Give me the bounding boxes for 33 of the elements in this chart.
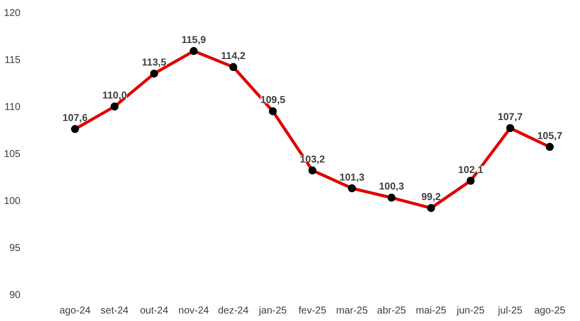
data-label: 110,0 — [102, 90, 128, 102]
x-tick-label: ago-25 — [534, 306, 566, 316]
data-label: 109,5 — [260, 95, 286, 106]
y-tick-label: 120 — [4, 8, 21, 19]
data-label: 100,3 — [379, 182, 404, 193]
data-label: 103,2 — [300, 154, 326, 166]
x-tick-label: dez-24 — [218, 306, 249, 316]
y-tick-label: 110 — [4, 102, 21, 113]
x-tick-label: jun-25 — [456, 306, 485, 316]
x-tick-label: ago-24 — [59, 306, 92, 316]
data-label: 113,5 — [142, 58, 167, 69]
y-tick-label: 90 — [9, 290, 21, 301]
x-tick-label: set-24 — [100, 306, 129, 316]
data-label: 107,6 — [62, 113, 88, 124]
y-tick-label: 95 — [9, 243, 21, 254]
x-tick-label: nov-24 — [178, 306, 210, 316]
data-label: 105,7 — [537, 130, 563, 142]
y-tick-label: 100 — [4, 196, 21, 207]
data-label: 107,7 — [498, 112, 524, 124]
y-tick-label: 105 — [4, 149, 21, 160]
y-tick-label: 115 — [4, 55, 21, 66]
data-label: 115,9 — [181, 35, 206, 46]
x-tick-label: mar-25 — [336, 306, 368, 316]
x-tick-label: jan-25 — [258, 306, 288, 316]
data-label: 102,1 — [458, 164, 484, 176]
x-tick-label: mai-25 — [416, 306, 447, 316]
data-label: 101,3 — [339, 172, 365, 184]
x-tick-label: jul-25 — [496, 306, 523, 316]
x-tick-label: abr-25 — [377, 306, 406, 316]
x-tick-label: out-24 — [140, 306, 169, 316]
x-tick-label: fev-25 — [298, 306, 327, 316]
data-label: 114,2 — [221, 51, 246, 62]
data-label: 99,2 — [421, 192, 442, 204]
